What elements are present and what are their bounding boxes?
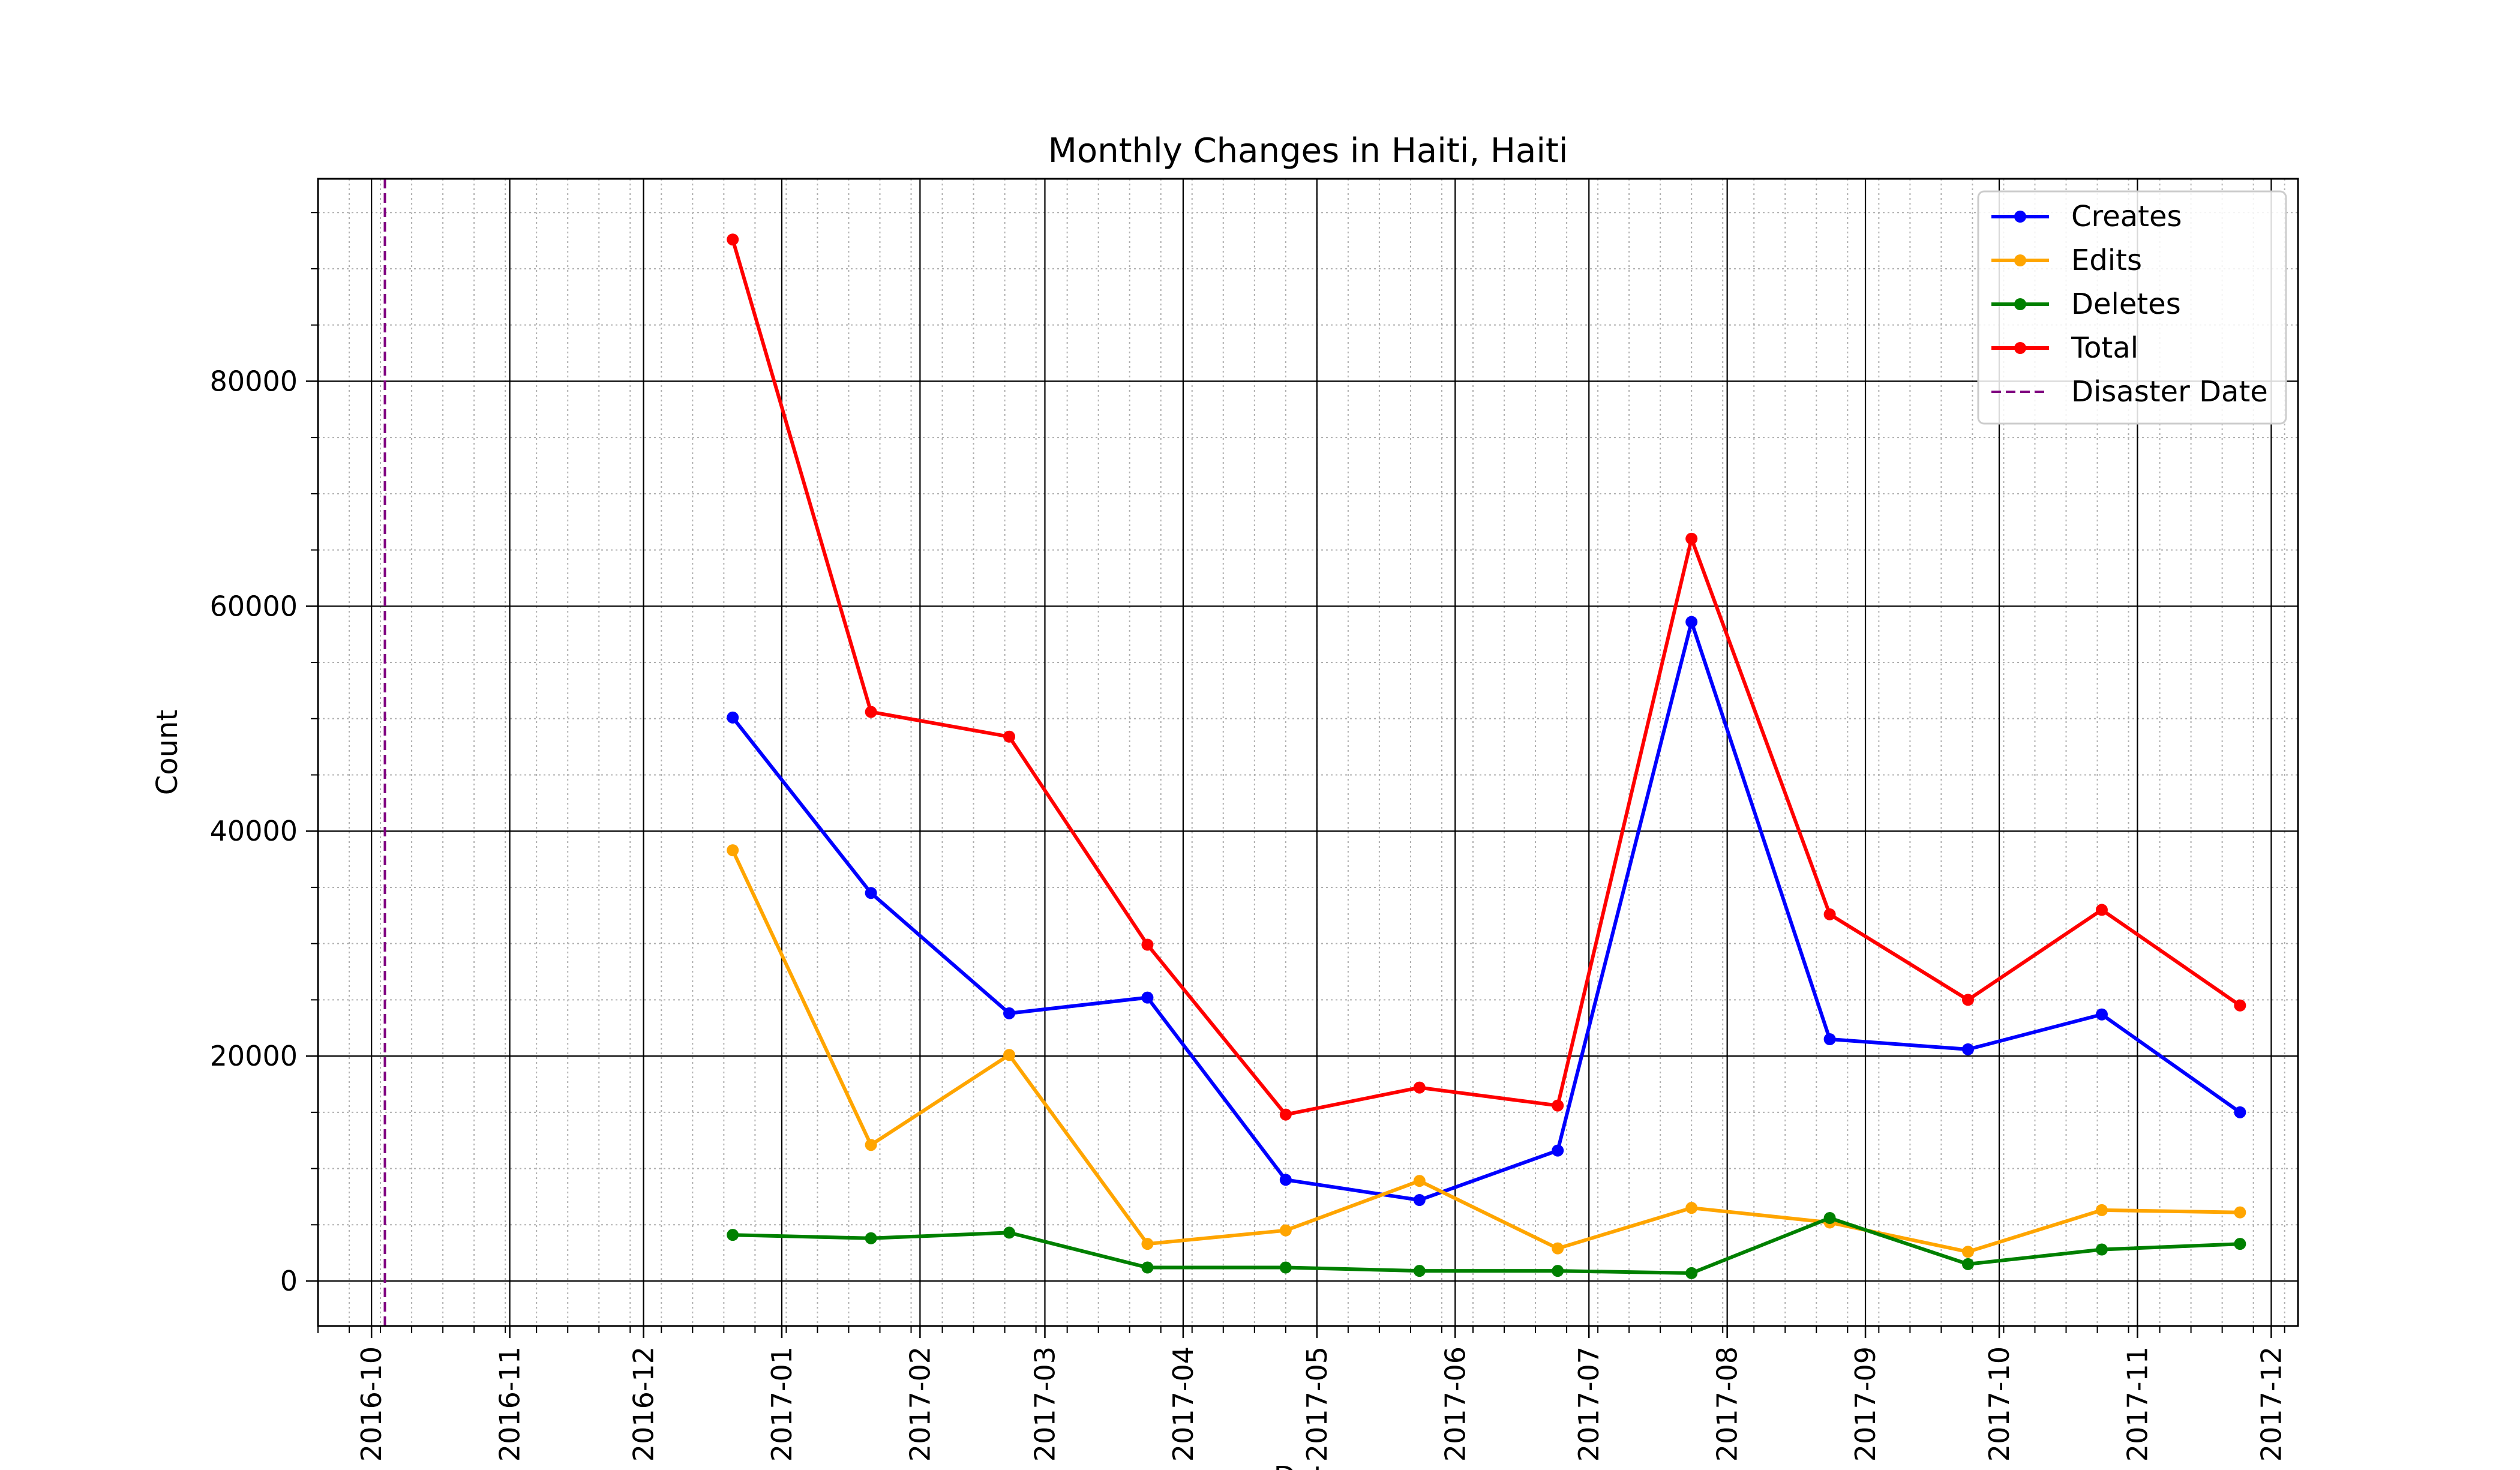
data-point-creates [1413,1194,1426,1207]
data-point-total [2234,999,2246,1012]
x-tick-label: 2017-05 [1301,1346,1333,1462]
x-tick-label: 2017-04 [1167,1346,1199,1462]
data-point-edits [1413,1175,1426,1187]
x-axis-label: Date [1274,1460,1343,1470]
data-point-total [1279,1108,1292,1121]
data-point-deletes [727,1229,739,1241]
plot-frame [317,178,2299,1327]
legend-marker-total [2014,342,2026,354]
data-point-edits [2095,1204,2108,1216]
data-point-creates [727,711,739,724]
x-tick-label: 2017-11 [2121,1346,2153,1462]
data-point-creates [1552,1144,1564,1157]
data-point-deletes [865,1232,877,1244]
data-point-edits [2234,1206,2246,1219]
data-point-total [1685,532,1698,545]
y-tick-label: 20000 [210,1040,298,1072]
data-point-deletes [1552,1265,1564,1277]
data-point-total [1552,1099,1564,1112]
series-line-creates [731,620,2242,1202]
data-point-creates [2095,1008,2108,1021]
data-point-creates [1279,1174,1292,1186]
legend-label-disaster-date: Disaster Date [2071,375,2268,409]
data-point-edits [1279,1224,1292,1237]
data-point-deletes [1003,1226,1016,1239]
data-point-creates [865,887,877,899]
data-point-creates [1962,1043,1974,1055]
x-tick-label: 2017-01 [766,1346,798,1462]
x-tick-label: 2016-10 [355,1346,388,1462]
data-point-total [1823,908,1836,920]
data-point-edits [1685,1202,1698,1214]
data-point-total [1003,730,1016,743]
data-point-total [1141,938,1154,951]
x-tick-label: 2016-12 [628,1346,660,1462]
data-point-deletes [1413,1265,1426,1277]
legend-box [1977,190,2287,425]
data-point-creates [2234,1106,2246,1118]
data-point-edits [1003,1049,1016,1061]
legend-marker-deletes [2014,298,2026,310]
data-point-deletes [1279,1261,1292,1274]
data-point-total [865,706,877,718]
data-point-creates [1823,1033,1836,1045]
data-point-deletes [2095,1243,2108,1256]
data-point-edits [1141,1238,1154,1250]
legend-marker-edits [2014,254,2026,266]
x-tick-label: 2017-08 [1711,1346,1744,1462]
data-point-deletes [1141,1261,1154,1274]
data-point-edits [727,844,739,857]
legend: Creates Edits Deletes Total Disaster Date [1977,190,2287,425]
data-point-deletes [1823,1212,1836,1225]
data-point-total [727,233,739,246]
x-tick-label: 2017-06 [1439,1346,1471,1462]
y-tick-label: 40000 [210,815,298,847]
x-tick-label: 2017-07 [1573,1346,1605,1462]
legend-label-creates: Creates [2071,200,2182,233]
y-tick-label: 80000 [210,365,298,397]
data-point-creates [1685,616,1698,628]
series-line-edits [731,849,2240,1254]
data-point-total [1413,1081,1426,1094]
y-axis-label: Count [151,710,184,796]
x-tick-label: 2017-09 [1849,1346,1882,1462]
data-point-creates [1141,991,1154,1004]
data-point-total [2095,904,2108,916]
data-point-edits [865,1139,877,1151]
axis-ticks: 2016-10 2016-11 2016-12 2017-01 2017-02 2017-… [210,212,2287,1462]
data-point-creates [1003,1007,1016,1019]
data-point-deletes [1962,1258,1974,1270]
legend-label-deletes: Deletes [2071,287,2181,321]
legend-label-total: Total [2071,331,2138,365]
series-layer [727,233,2246,1279]
series-line-total [731,239,2242,1117]
x-tick-label: 2017-03 [1028,1346,1061,1462]
legend-label-edits: Edits [2071,244,2142,277]
y-tick-label: 60000 [210,590,298,622]
data-point-edits [1962,1246,1974,1258]
chart-title: Monthly Changes in Haiti, Haiti [1048,131,1568,170]
data-point-deletes [2234,1238,2246,1250]
x-tick-label: 2017-12 [2255,1346,2287,1462]
data-point-total [1962,994,1974,1006]
x-tick-label: 2017-02 [904,1346,936,1462]
major-grid [318,179,2298,1326]
data-point-edits [1552,1242,1564,1255]
x-tick-label: 2016-11 [494,1346,526,1462]
series-line-deletes [733,1216,2240,1275]
x-tick-label: 2017-10 [1983,1346,2015,1462]
data-point-deletes [1685,1267,1698,1279]
legend-marker-creates [2014,211,2026,223]
y-tick-label: 0 [280,1265,298,1297]
